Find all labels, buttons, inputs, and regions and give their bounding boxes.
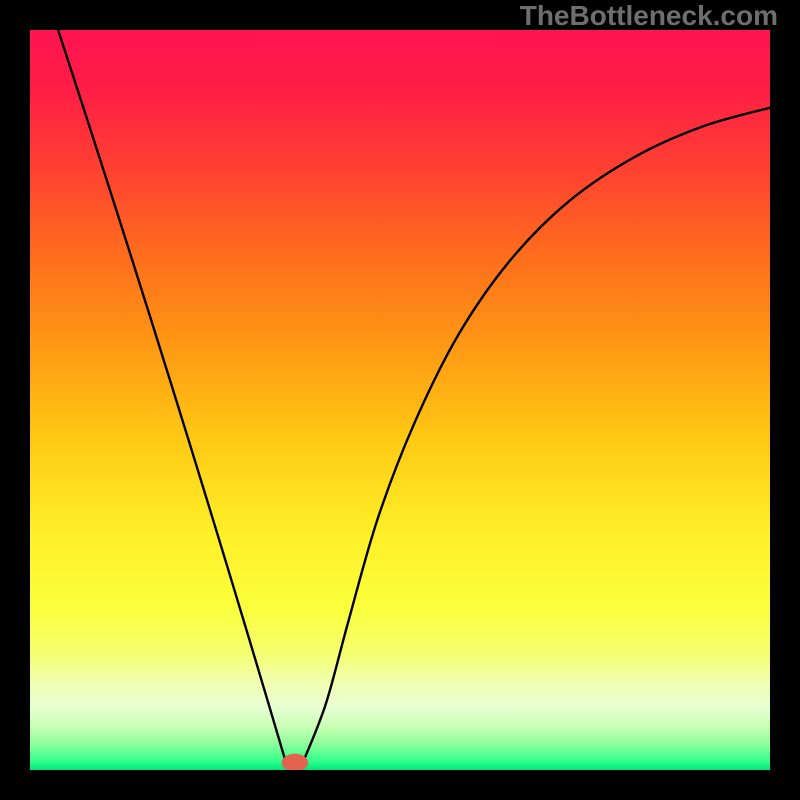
gradient-background: [30, 30, 770, 770]
plot-area: [30, 30, 770, 770]
watermark-label: TheBottleneck.com: [520, 0, 778, 32]
chart-svg: [30, 30, 770, 770]
